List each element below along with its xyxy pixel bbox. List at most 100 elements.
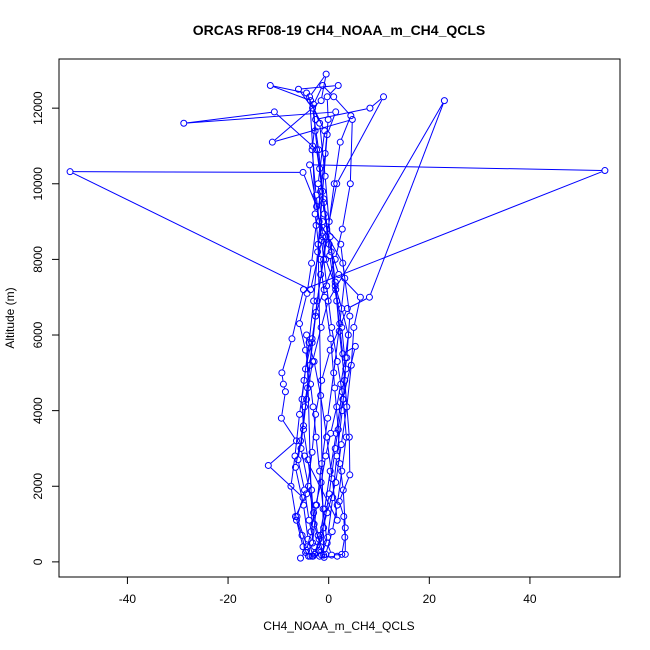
series-segment: [341, 118, 351, 140]
series-segment: [315, 134, 320, 166]
data-point: [325, 240, 333, 248]
data-point: [338, 407, 346, 415]
series-segment: [310, 387, 314, 404]
data-point: [288, 335, 296, 343]
data-point: [303, 395, 311, 403]
data-point: [309, 142, 317, 150]
data-point: [310, 509, 318, 517]
data-point: [317, 97, 325, 105]
data-point: [324, 297, 332, 305]
data-point: [343, 305, 351, 313]
data-point: [332, 286, 340, 294]
series-segment: [339, 281, 345, 321]
data-point: [300, 501, 308, 509]
y-tick-label: 4000: [31, 397, 45, 424]
data-point: [308, 259, 316, 267]
chart-title: ORCAS RF08-19 CH4_NOAA_m_CH4_QCLS: [193, 22, 486, 38]
series-segment: [343, 349, 356, 397]
series-segment: [346, 368, 352, 404]
data-point: [334, 81, 342, 89]
series-segment: [329, 247, 339, 272]
series-segment: [327, 500, 333, 534]
data-point: [317, 478, 325, 486]
data-point: [330, 93, 338, 101]
series-segment: [335, 447, 342, 480]
data-point: [291, 463, 299, 471]
data-point: [338, 467, 346, 475]
data-point: [338, 225, 346, 233]
y-axis-label: Altitude (m): [3, 287, 17, 348]
series-segment: [270, 467, 301, 496]
data-point: [320, 199, 328, 207]
series-segment: [295, 470, 304, 502]
data-point: [304, 384, 312, 392]
data-point: [314, 240, 322, 248]
series-segment: [327, 555, 334, 558]
data-point: [338, 388, 346, 396]
x-axis: -40 -20 0 20 40: [119, 576, 537, 606]
series-segment: [329, 187, 335, 219]
series-segment: [326, 187, 337, 234]
data-point: [268, 138, 276, 146]
y-tick-label: 2000: [31, 473, 45, 500]
data-point: [311, 543, 319, 551]
data-point: [337, 380, 345, 388]
data-point: [310, 520, 318, 528]
data-point: [336, 320, 344, 328]
data-point: [319, 81, 327, 89]
data-point: [330, 180, 338, 188]
data-point: [294, 85, 302, 93]
data-point: [323, 433, 331, 441]
series-segment: [342, 311, 348, 332]
data-point: [306, 93, 314, 101]
data-point: [333, 501, 341, 509]
series-segment: [343, 519, 346, 534]
series-segment: [298, 463, 305, 487]
data-point: [320, 524, 328, 532]
data-point: [304, 535, 312, 543]
series-segment: [72, 172, 308, 289]
series-segment: [315, 549, 319, 554]
series-segment: [314, 364, 321, 393]
data-point: [281, 388, 289, 396]
data-point: [309, 104, 317, 112]
data-point: [310, 357, 318, 365]
data-point: [366, 104, 374, 112]
series-segment: [324, 87, 332, 95]
series-segment: [339, 504, 344, 514]
series-segment: [335, 288, 342, 306]
data-point: [346, 180, 354, 188]
series-segment: [350, 298, 367, 308]
data-point: [325, 218, 333, 226]
plot-frame: [58, 58, 621, 578]
series-segment: [311, 76, 325, 95]
data-point: [333, 297, 341, 305]
data-point: [320, 255, 328, 263]
data-point: [299, 168, 307, 176]
data-point: [318, 460, 326, 468]
data-point: [346, 312, 354, 320]
series-segment: [327, 376, 334, 415]
series-segment: [276, 113, 315, 148]
data-point: [315, 218, 323, 226]
y-tick-label: 6000: [31, 321, 45, 348]
data-point: [312, 191, 320, 199]
series-segment: [290, 489, 297, 518]
series-segment: [303, 432, 309, 457]
data-point: [317, 271, 325, 279]
data-point: [347, 112, 355, 120]
data-point: [318, 236, 326, 244]
data-point: [343, 354, 351, 362]
data-point: [321, 172, 329, 180]
data-point: [303, 331, 311, 339]
data-point: [316, 255, 324, 263]
series-segment: [337, 99, 383, 182]
series-segment: [312, 508, 317, 540]
series-segment: [274, 102, 319, 141]
data-point: [601, 167, 609, 175]
series-segment: [311, 122, 316, 147]
series-segment: [337, 364, 344, 397]
data-point: [294, 456, 302, 464]
series-segment: [330, 410, 337, 431]
